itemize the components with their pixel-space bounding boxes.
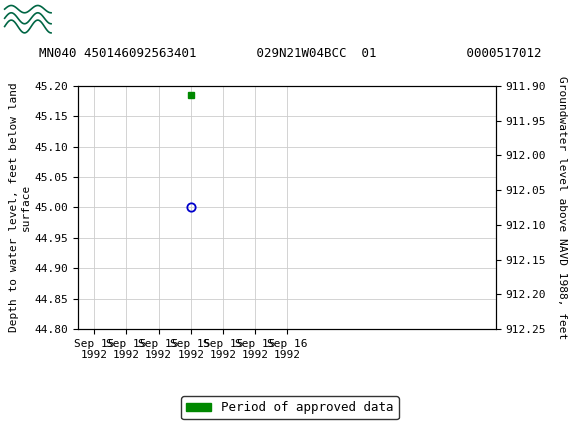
Y-axis label: Groundwater level above NAVD 1988, feet: Groundwater level above NAVD 1988, feet [557,76,567,339]
Text: USGS: USGS [56,8,120,28]
Text: MN040 450146092563401        029N21W04BCC  01            0000517012: MN040 450146092563401 029N21W04BCC 01 00… [39,46,541,60]
Bar [3,3,52,34]
Legend: Period of approved data: Period of approved data [181,396,399,419]
Y-axis label: Depth to water level, feet below land
surface: Depth to water level, feet below land su… [9,83,31,332]
